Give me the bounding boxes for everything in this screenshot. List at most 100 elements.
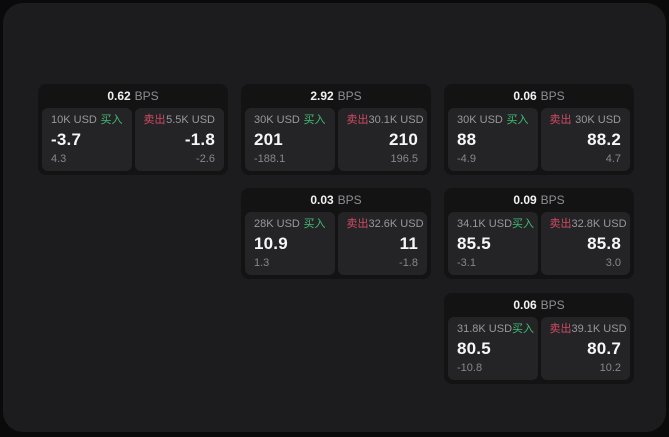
bps-header: 2.92 BPS — [241, 84, 431, 108]
sell-tag: 卖出 — [549, 114, 572, 126]
sell-price: 85.8 — [587, 234, 621, 253]
buy-notional: 10K USD — [51, 114, 97, 126]
buy-price: 10.9 — [254, 234, 288, 253]
sell-label-row: 卖出 32.8K USD — [549, 218, 627, 231]
sell-label-row: 卖出 30K USD — [550, 114, 622, 127]
sell-tag: 卖出 — [346, 218, 369, 230]
bps-unit: BPS — [540, 193, 565, 207]
buy-delta: -188.1 — [254, 153, 286, 165]
sell-delta: 4.7 — [605, 153, 621, 165]
sell-panel[interactable]: 卖出 32.6K USD 11 -1.8 — [337, 212, 427, 275]
bps-value: 0.06 — [513, 298, 537, 312]
sell-tag: 卖出 — [143, 114, 166, 126]
buy-tag: 买入 — [512, 323, 535, 335]
buy-label-row: 31.8K USD 买入 — [457, 323, 534, 336]
buy-panel[interactable]: 10K USD 买入 -3.7 4.3 — [42, 108, 132, 171]
sell-panel[interactable]: 卖出 5.5K USD -1.8 -2.6 — [134, 108, 224, 171]
sell-delta: -1.8 — [399, 257, 418, 269]
quote-card: 0.06 BPS 30K USD 买入 88 -4.9 卖出 30K USD — [444, 84, 634, 175]
sell-tag: 卖出 — [549, 323, 572, 335]
sell-tag: 卖出 — [549, 218, 572, 230]
bps-unit: BPS — [337, 89, 362, 103]
sell-panel[interactable]: 卖出 39.1K USD 80.7 10.2 — [540, 317, 630, 380]
bps-value: 0.03 — [310, 193, 334, 207]
buy-notional: 31.8K USD — [457, 323, 513, 335]
quote-card: 0.06 BPS 31.8K USD 买入 80.5 -10.8 卖出 39.1… — [444, 293, 634, 384]
sell-panel[interactable]: 卖出 32.8K USD 85.8 3.0 — [540, 212, 630, 275]
sell-notional: 32.8K USD — [571, 218, 627, 230]
buy-tag: 买入 — [303, 218, 326, 230]
buy-delta: -3.1 — [457, 257, 476, 269]
quote-card: 0.09 BPS 34.1K USD 买入 85.5 -3.1 卖出 32.8K… — [444, 188, 634, 279]
buy-tag: 买入 — [512, 218, 535, 230]
quote-card: 0.03 BPS 28K USD 买入 10.9 1.3 卖出 32.6K US… — [241, 188, 431, 279]
sell-panel[interactable]: 卖出 30.1K USD 210 196.5 — [337, 108, 427, 171]
sell-notional: 32.6K USD — [368, 218, 424, 230]
quote-card: 0.62 BPS 10K USD 买入 -3.7 4.3 卖出 5.5K USD — [38, 84, 228, 175]
quote-body: 30K USD 买入 201 -188.1 卖出 30.1K USD 210 1… — [241, 108, 431, 175]
buy-price: 80.5 — [457, 339, 491, 358]
buy-panel[interactable]: 30K USD 买入 201 -188.1 — [245, 108, 335, 171]
bps-header: 0.62 BPS — [38, 84, 228, 108]
buy-delta: -4.9 — [457, 153, 476, 165]
buy-panel[interactable]: 34.1K USD 买入 85.5 -3.1 — [448, 212, 538, 275]
sell-label-row: 卖出 5.5K USD — [144, 114, 216, 127]
bps-unit: BPS — [540, 298, 565, 312]
bps-header: 0.03 BPS — [241, 188, 431, 212]
buy-label-row: 10K USD 买入 — [51, 114, 123, 127]
buy-tag: 买入 — [303, 114, 326, 126]
quote-body: 10K USD 买入 -3.7 4.3 卖出 5.5K USD -1.8 -2.… — [38, 108, 228, 175]
bps-unit: BPS — [337, 193, 362, 207]
sell-delta: 10.2 — [599, 362, 621, 374]
main-panel: 0.62 BPS 10K USD 买入 -3.7 4.3 卖出 5.5K USD — [3, 3, 666, 432]
bps-header: 0.06 BPS — [444, 293, 634, 317]
buy-panel[interactable]: 30K USD 买入 88 -4.9 — [448, 108, 538, 171]
sell-tag: 卖出 — [346, 114, 369, 126]
sell-delta: 3.0 — [605, 257, 621, 269]
quote-body: 31.8K USD 买入 80.5 -10.8 卖出 39.1K USD 80.… — [444, 317, 634, 384]
sell-delta: 196.5 — [390, 153, 418, 165]
buy-delta: 1.3 — [254, 257, 270, 269]
buy-panel[interactable]: 31.8K USD 买入 80.5 -10.8 — [448, 317, 538, 380]
sell-delta: -2.6 — [196, 153, 215, 165]
sell-notional: 30.1K USD — [368, 114, 424, 126]
buy-panel[interactable]: 28K USD 买入 10.9 1.3 — [245, 212, 335, 275]
buy-delta: -10.8 — [457, 362, 483, 374]
buy-tag: 买入 — [506, 114, 529, 126]
bps-value: 0.09 — [513, 193, 537, 207]
buy-notional: 30K USD — [254, 114, 300, 126]
sell-notional: 39.1K USD — [571, 323, 627, 335]
bps-unit: BPS — [540, 89, 565, 103]
quote-body: 34.1K USD 买入 85.5 -3.1 卖出 32.8K USD 85.8… — [444, 212, 634, 279]
sell-price: 88.2 — [587, 130, 621, 149]
buy-notional: 30K USD — [457, 114, 503, 126]
quote-body: 30K USD 买入 88 -4.9 卖出 30K USD 88.2 4.7 — [444, 108, 634, 175]
buy-label-row: 28K USD 买入 — [254, 218, 326, 231]
sell-price: 80.7 — [587, 339, 621, 358]
sell-price: 210 — [389, 130, 418, 149]
buy-label-row: 30K USD 买入 — [457, 114, 529, 127]
sell-panel[interactable]: 卖出 30K USD 88.2 4.7 — [540, 108, 630, 171]
quote-body: 28K USD 买入 10.9 1.3 卖出 32.6K USD 11 -1.8 — [241, 212, 431, 279]
bps-header: 0.09 BPS — [444, 188, 634, 212]
bps-value: 0.06 — [513, 89, 537, 103]
buy-label-row: 34.1K USD 买入 — [457, 218, 534, 231]
buy-notional: 34.1K USD — [457, 218, 513, 230]
buy-price: -3.7 — [51, 130, 82, 149]
sell-notional: 5.5K USD — [166, 114, 215, 126]
bps-value: 0.62 — [107, 89, 131, 103]
buy-tag: 买入 — [100, 114, 123, 126]
bps-unit: BPS — [134, 89, 159, 103]
sell-price: 11 — [399, 234, 418, 253]
bps-value: 2.92 — [310, 89, 334, 103]
sell-notional: 30K USD — [575, 114, 621, 126]
sell-label-row: 卖出 39.1K USD — [549, 323, 627, 336]
buy-label-row: 30K USD 买入 — [254, 114, 326, 127]
sell-label-row: 卖出 30.1K USD — [346, 114, 424, 127]
buy-notional: 28K USD — [254, 218, 300, 230]
buy-price: 88 — [457, 130, 477, 149]
buy-price: 85.5 — [457, 234, 491, 253]
buy-price: 201 — [254, 130, 283, 149]
quote-card: 2.92 BPS 30K USD 买入 201 -188.1 卖出 30.1K … — [241, 84, 431, 175]
